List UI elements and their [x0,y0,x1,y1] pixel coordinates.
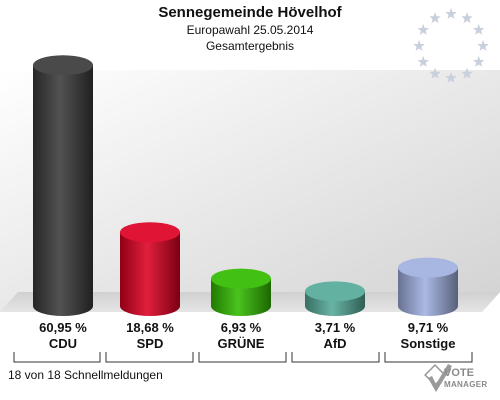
bar-body-cdu [33,65,93,316]
logo-word-manager: MANAGER [444,380,488,389]
eu-star [417,24,429,35]
bar-top-afd [305,281,365,302]
category-label-spd: SPD [137,336,164,351]
logo-word-vote: VOTE [444,367,474,379]
bar-top-spd [120,222,180,243]
eu-star [429,12,441,24]
eu-star [445,8,457,19]
value-label-grüne: 6,93 % [221,320,262,335]
bar-top-grüne [211,268,271,289]
bar-body-sonstige [398,267,458,316]
category-label-afd: AfD [323,336,346,351]
bracket-grüne [198,352,287,363]
value-label-afd: 3,71 % [315,320,356,335]
value-label-sonstige: 9,71 % [408,320,449,335]
bar-top-cdu [33,55,93,76]
value-label-cdu: 60,95 % [39,320,87,335]
bar-sonstige [398,257,458,316]
bar-top-sonstige [398,257,458,278]
bracket-afd [291,352,380,363]
chart-subtitle: Europawahl 25.05.2014 [186,23,314,37]
category-label-sonstige: Sonstige [401,336,456,351]
value-label-spd: 18,68 % [126,320,174,335]
bar-cdu [33,55,93,316]
eu-star [473,24,485,35]
eu-star [477,40,489,51]
eu-star [417,56,429,67]
bar-afd [305,281,365,316]
eu-star [429,67,441,79]
bracket-sonstige [384,352,473,363]
bracket-cdu [13,352,101,363]
reporting-status: 18 von 18 Schnellmeldungen [8,368,163,382]
eu-stars-icon [413,8,489,83]
bars-group [33,55,458,316]
bar-spd [120,222,180,316]
logo-check-mark [428,364,452,392]
category-label-grüne: GRÜNE [218,336,265,351]
labels-group: 60,95 %CDU 18,68 %SPD 6,93 %GRÜNE 3,71 %AfD… [39,320,455,351]
chart-subtitle-2: Gesamtergebnis [205,39,295,53]
bar-grüne [211,268,271,316]
bar-body-grüne [211,278,271,316]
eu-star [473,56,485,67]
chart-title: Sennegemeinde Hövelhof [158,4,342,21]
logo-diamond [424,364,446,386]
eu-star [413,40,425,51]
vote-manager-logo-icon [424,364,452,392]
bracket-spd [105,352,194,363]
eu-star [461,67,473,79]
eu-star [461,12,473,24]
category-brackets [13,352,473,363]
bar-body-spd [120,232,180,316]
vote-manager-logo-text: VOTE MANAGER [444,368,487,390]
eu-star [445,72,457,83]
category-label-cdu: CDU [49,336,77,351]
